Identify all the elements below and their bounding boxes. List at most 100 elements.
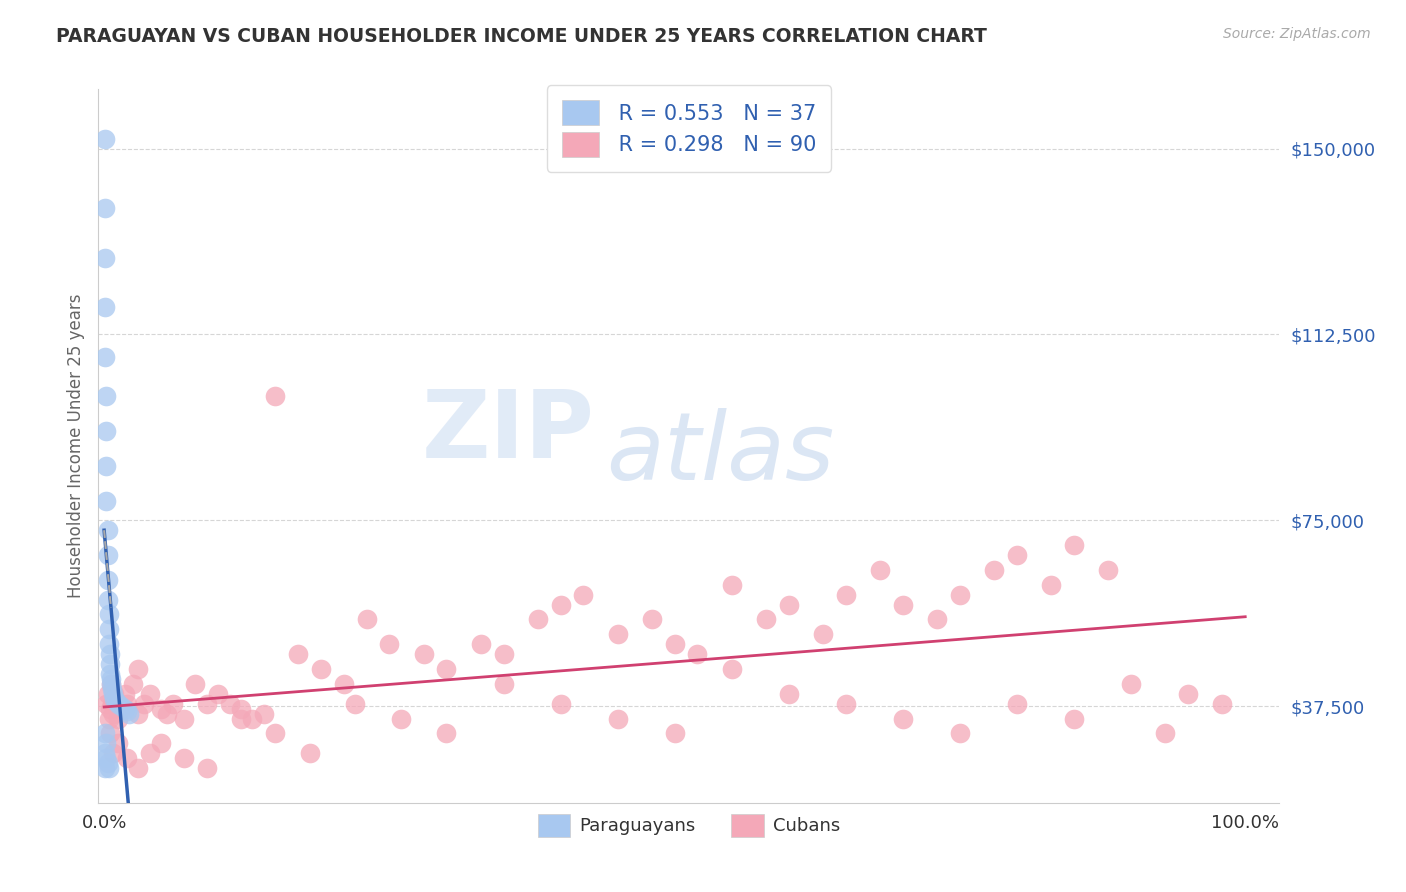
Point bbox=[1005, 697, 1028, 711]
Point bbox=[218, 697, 240, 711]
Point bbox=[96, 687, 118, 701]
Point bbox=[811, 627, 834, 641]
Point bbox=[664, 726, 686, 740]
Point bbox=[1154, 726, 1177, 740]
Point bbox=[891, 598, 914, 612]
Point bbox=[110, 701, 132, 715]
Point bbox=[949, 588, 972, 602]
Point bbox=[98, 657, 121, 671]
Point bbox=[96, 493, 118, 508]
Point bbox=[1097, 563, 1119, 577]
Point bbox=[389, 712, 412, 726]
Point bbox=[606, 627, 628, 641]
Point bbox=[139, 687, 162, 701]
Point bbox=[115, 697, 138, 711]
Point bbox=[778, 598, 800, 612]
Point bbox=[150, 736, 173, 750]
Point bbox=[103, 691, 125, 706]
Point bbox=[162, 697, 184, 711]
Point bbox=[103, 687, 125, 701]
Point bbox=[96, 424, 118, 438]
Point bbox=[104, 694, 127, 708]
Point bbox=[96, 751, 118, 765]
Point bbox=[184, 677, 207, 691]
Point bbox=[132, 697, 155, 711]
Point bbox=[121, 677, 143, 691]
Point bbox=[1063, 712, 1085, 726]
Point bbox=[96, 523, 118, 537]
Point bbox=[869, 563, 891, 577]
Point bbox=[287, 647, 309, 661]
Point bbox=[103, 706, 125, 721]
Point bbox=[101, 681, 124, 696]
Point bbox=[94, 746, 117, 760]
Point bbox=[114, 687, 136, 701]
Point bbox=[97, 637, 120, 651]
Point bbox=[96, 573, 118, 587]
Point bbox=[470, 637, 492, 651]
Point bbox=[606, 712, 628, 726]
Point bbox=[94, 300, 117, 314]
Point bbox=[1119, 677, 1142, 691]
Point bbox=[436, 662, 458, 676]
Point bbox=[107, 712, 129, 726]
Point bbox=[98, 701, 121, 715]
Point bbox=[720, 662, 742, 676]
Point bbox=[156, 706, 179, 721]
Text: ZIP: ZIP bbox=[422, 385, 595, 478]
Point bbox=[195, 697, 218, 711]
Point bbox=[103, 746, 125, 760]
Point bbox=[100, 672, 122, 686]
Point bbox=[94, 132, 117, 146]
Point bbox=[1211, 697, 1233, 711]
Point bbox=[550, 697, 572, 711]
Point bbox=[664, 637, 686, 651]
Point bbox=[96, 389, 118, 403]
Point bbox=[127, 662, 149, 676]
Point bbox=[98, 647, 121, 661]
Point bbox=[835, 697, 858, 711]
Point bbox=[195, 761, 218, 775]
Point bbox=[107, 697, 129, 711]
Point bbox=[835, 588, 858, 602]
Point bbox=[686, 647, 709, 661]
Point bbox=[96, 736, 118, 750]
Point bbox=[94, 761, 117, 775]
Point bbox=[253, 706, 276, 721]
Point bbox=[97, 607, 120, 622]
Point bbox=[94, 201, 117, 215]
Point bbox=[101, 697, 124, 711]
Point bbox=[436, 726, 458, 740]
Point bbox=[378, 637, 401, 651]
Point bbox=[572, 588, 595, 602]
Point bbox=[344, 697, 367, 711]
Text: Source: ZipAtlas.com: Source: ZipAtlas.com bbox=[1223, 27, 1371, 41]
Point bbox=[110, 699, 132, 714]
Point bbox=[173, 712, 195, 726]
Point bbox=[207, 687, 229, 701]
Point bbox=[98, 726, 121, 740]
Text: atlas: atlas bbox=[606, 408, 835, 499]
Point bbox=[100, 677, 122, 691]
Point bbox=[242, 712, 264, 726]
Point bbox=[115, 704, 138, 718]
Point bbox=[229, 701, 252, 715]
Point bbox=[1040, 578, 1063, 592]
Point bbox=[150, 701, 173, 715]
Text: PARAGUAYAN VS CUBAN HOUSEHOLDER INCOME UNDER 25 YEARS CORRELATION CHART: PARAGUAYAN VS CUBAN HOUSEHOLDER INCOME U… bbox=[56, 27, 987, 45]
Point bbox=[983, 563, 1005, 577]
Point bbox=[97, 623, 120, 637]
Point bbox=[492, 647, 515, 661]
Point bbox=[107, 736, 129, 750]
Point bbox=[526, 612, 548, 626]
Point bbox=[492, 677, 515, 691]
Point bbox=[356, 612, 378, 626]
Point bbox=[1177, 687, 1199, 701]
Point bbox=[103, 687, 125, 701]
Point bbox=[309, 662, 332, 676]
Y-axis label: Householder Income Under 25 years: Householder Income Under 25 years bbox=[66, 293, 84, 599]
Point bbox=[949, 726, 972, 740]
Point bbox=[98, 667, 121, 681]
Point bbox=[97, 712, 120, 726]
Point bbox=[927, 612, 949, 626]
